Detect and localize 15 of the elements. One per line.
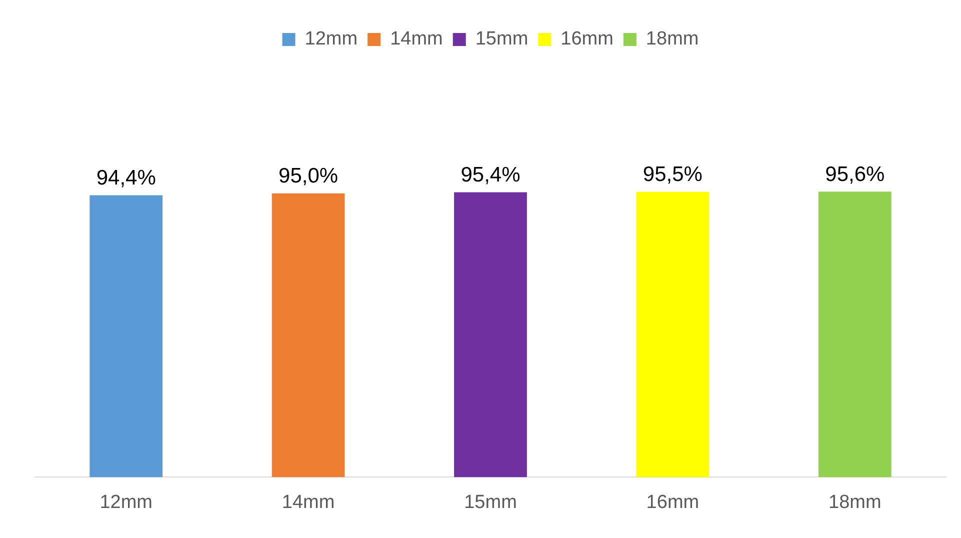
legend-label: 14mm: [390, 28, 443, 50]
x-tick-label: 14mm: [282, 492, 335, 513]
data-label: 94,4%: [96, 166, 156, 190]
data-label: 95,6%: [825, 162, 885, 186]
legend-label: 15mm: [475, 28, 528, 50]
data-label: 95,0%: [278, 164, 338, 188]
data-label: 95,5%: [642, 163, 702, 186]
x-tick-label: 15mm: [464, 492, 517, 513]
legend-label: 16mm: [560, 28, 614, 50]
legend-label: 18mm: [646, 28, 699, 50]
x-tick-label: 18mm: [828, 492, 882, 513]
legend-label: 12mm: [304, 28, 358, 50]
data-label: 95,4%: [460, 164, 520, 187]
x-tick-label: 12mm: [100, 492, 152, 513]
x-tick-label: 16mm: [646, 492, 700, 513]
